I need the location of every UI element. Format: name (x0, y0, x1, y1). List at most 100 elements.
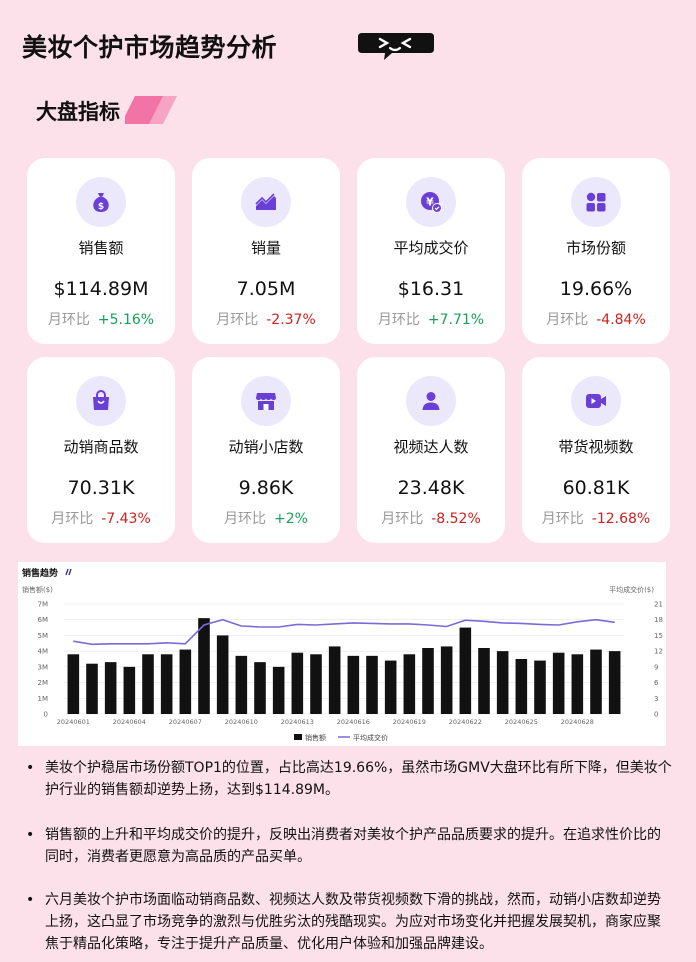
sly-face-speech-bubble-icon (356, 29, 436, 61)
y2-tick-label: 6 (654, 679, 659, 687)
bar-20240626 (534, 660, 546, 714)
store-icon (241, 376, 291, 426)
x-tick-label: 20240607 (169, 718, 202, 726)
metric-value: 60.81K (562, 477, 630, 499)
change-value: -12.68% (591, 511, 651, 527)
y2-tick-label: 21 (654, 601, 663, 609)
svg-text:$: $ (98, 202, 104, 212)
y2-tick-label: 15 (654, 632, 663, 640)
y2-tick-label: 12 (654, 648, 663, 656)
bar-20240621 (440, 646, 453, 714)
metric-label: 带货视频数 (558, 438, 634, 456)
mom-label: 月环比 (541, 511, 584, 527)
video-camera-icon (571, 376, 621, 426)
y-tick-label: 3M (38, 663, 49, 671)
bullet-marker: • (26, 760, 35, 776)
mom-label: 月环比 (546, 312, 589, 328)
metric-value: 7.05M (236, 278, 296, 300)
metric-card-market-share: 市场份额 19.66% 月环比 -4.84% (522, 158, 670, 344)
bar-20240603 (104, 662, 117, 714)
shopping-bag-icon (76, 376, 126, 426)
bar-20240601 (67, 654, 80, 714)
avg-price-line (73, 618, 615, 646)
section-decoration (125, 96, 177, 124)
metric-value: $114.89M (53, 278, 149, 300)
grid-icon (571, 177, 621, 227)
y2-axis-label: 平均成交价($) (609, 585, 654, 594)
grid-lines (64, 603, 624, 715)
insight-text: 销售额的上升和平均成交价的提升，反映出消费者对美妆个护产品品质要求的提升。在追求… (45, 827, 661, 865)
chart-title: 销售趋势 (22, 567, 58, 579)
y2-tick-label: 0 (654, 711, 658, 719)
change-value: +2% (274, 511, 308, 527)
x-tick-label: 20240622 (449, 718, 482, 726)
bar-20240606 (160, 654, 173, 714)
metric-value: 70.31K (67, 477, 135, 499)
mom-label: 月环比 (381, 511, 424, 527)
user-icon (406, 376, 456, 426)
bar-20240602 (86, 663, 98, 714)
bullet-marker: • (26, 892, 35, 908)
bar-20240616 (347, 655, 360, 714)
mom-label: 月环比 (51, 511, 94, 527)
change-value: -7.43% (101, 511, 151, 527)
x-tick-label: 20240616 (337, 718, 370, 726)
y2-tick-label: 18 (654, 616, 663, 624)
chart-legend: 销售额 平均成交价 (294, 733, 388, 742)
metric-label: 市场份额 (565, 239, 626, 257)
change-value: -8.52% (431, 511, 481, 527)
bar-20240610 (235, 655, 248, 714)
bar-20240611 (254, 662, 266, 714)
metric-label: 销量 (250, 239, 281, 257)
sales-trend-chart: 销售趋势 销售额($) 平均成交价($) 0 1M 2M 3M 4M 5M 6M 7M 0 3 6… (18, 562, 666, 746)
y-tick-label: 6M (38, 616, 49, 624)
y-tick-label: 2M (38, 679, 49, 687)
change-value: +5.16% (97, 312, 155, 328)
bar-20240613 (291, 652, 304, 714)
metric-card-active-stores: 动销小店数 9.86K 月环比 +2% (192, 357, 340, 543)
metric-value: $16.31 (397, 278, 465, 300)
yen-coin-icon: ¥ (406, 177, 456, 227)
metric-label: 平均成交价 (393, 239, 469, 257)
mom-label: 月环比 (216, 312, 259, 328)
bar-20240622 (459, 627, 472, 714)
bar-20240623 (478, 648, 490, 714)
metric-change-row: 月环比 -8.52% (357, 508, 505, 528)
metric-card-selling-videos: 带货视频数 60.81K 月环比 -12.68% (522, 357, 670, 543)
metric-card-sales: $ 销售额 $114.89M 月环比 +5.16% (27, 158, 175, 344)
bar-20240620 (422, 648, 434, 714)
metric-change-row: 月环比 -4.84% (522, 309, 670, 329)
chart-title-slashes-icon (65, 568, 72, 576)
legend-swatch-bar (294, 734, 302, 740)
page-title: 美妆个护市场趋势分析 (22, 33, 278, 62)
y-tick-label: 1M (38, 695, 49, 703)
x-tick-label: 20240619 (393, 718, 426, 726)
metric-label: 动销商品数 (63, 438, 139, 456)
metric-change-row: 月环比 -7.43% (27, 508, 175, 528)
metric-change-row: 月环比 +2% (192, 508, 340, 528)
bar-20240627 (552, 652, 565, 714)
metric-label: 动销小店数 (228, 438, 304, 456)
bar-20240618 (384, 660, 397, 714)
bar-20240604 (123, 666, 136, 714)
legend-label-bar: 销售额 (305, 733, 326, 742)
metric-value: 9.86K (238, 477, 294, 499)
bar-20240628 (571, 654, 584, 714)
y-tick-label: 5M (38, 632, 49, 640)
line-series (73, 618, 615, 646)
x-tick-label: 20240601 (57, 718, 90, 726)
bar-20240614 (310, 654, 322, 714)
bar-20240625 (515, 659, 528, 714)
x-tick-label: 20240604 (113, 718, 146, 726)
y-tick-label: 4M (38, 648, 49, 656)
metric-value: 23.48K (397, 477, 465, 499)
bar-20240607 (179, 649, 192, 714)
y2-tick-label: 3 (654, 695, 658, 703)
change-value: -4.84% (596, 312, 646, 328)
section-header: 大盘指标 (30, 92, 180, 126)
y-tick-label: 7M (38, 601, 49, 609)
area-chart-icon (241, 177, 291, 227)
bar-20240630 (608, 651, 621, 714)
bar-series (67, 618, 621, 714)
metric-value: 19.66% (559, 278, 633, 300)
